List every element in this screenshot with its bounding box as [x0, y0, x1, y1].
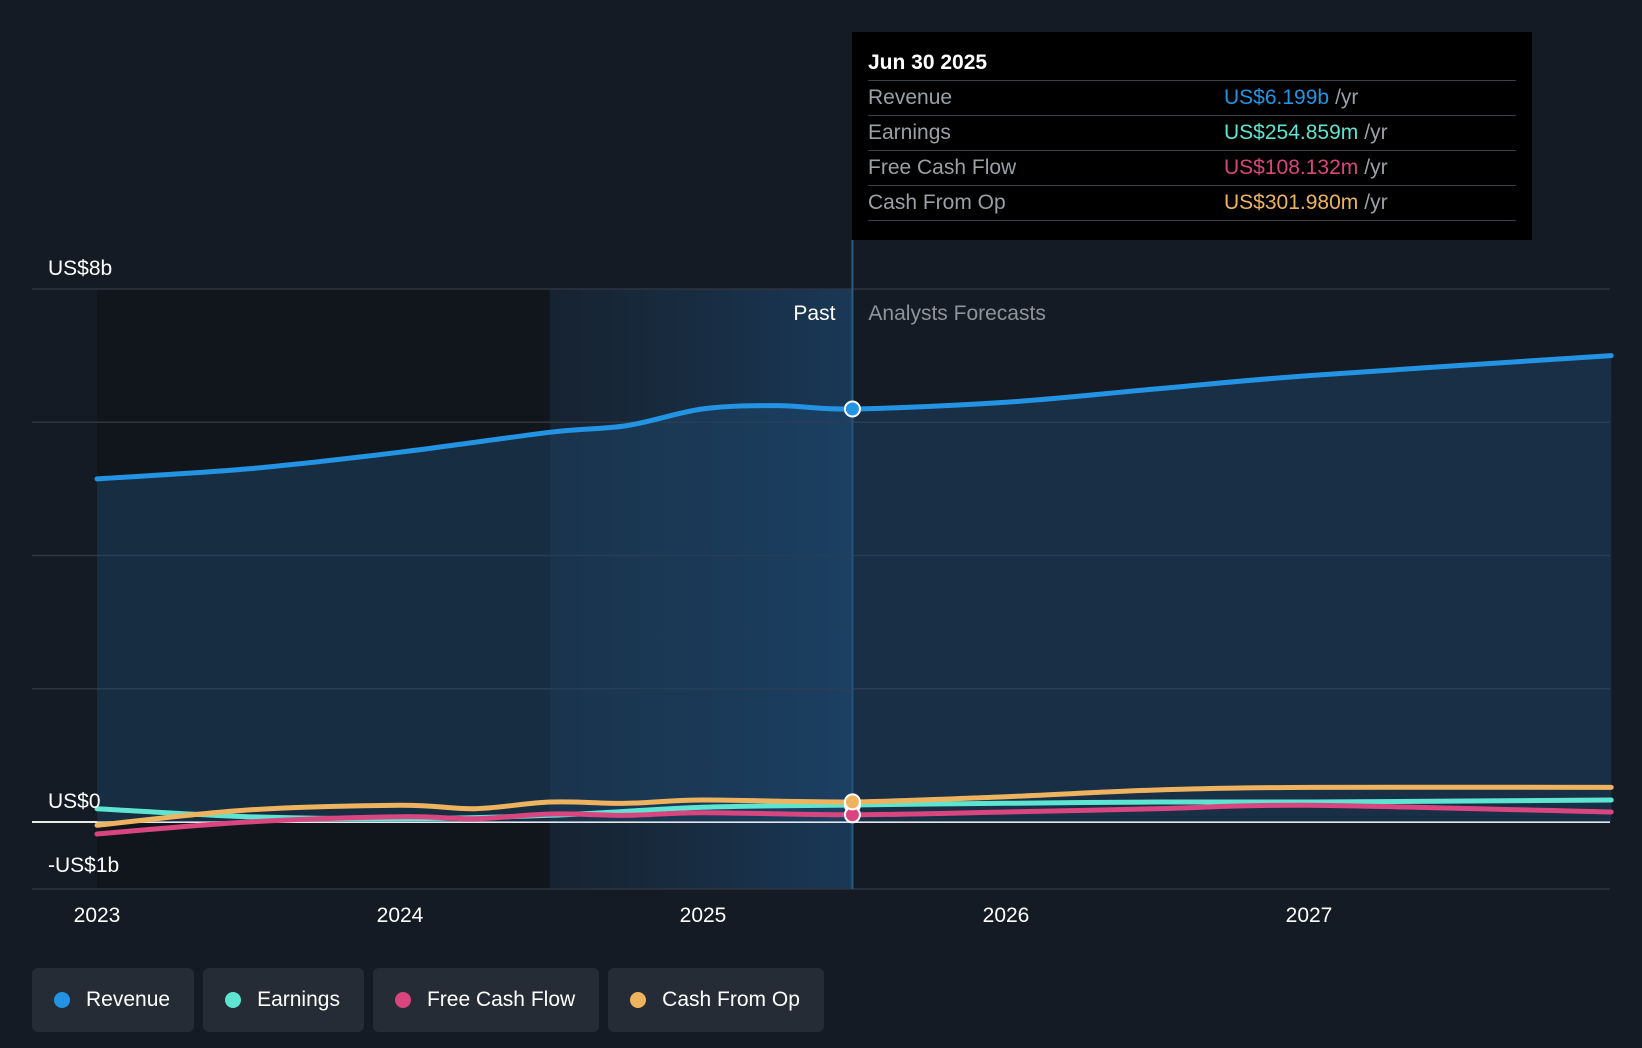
tooltip-row-earnings: Earnings US$254.859m /yr	[868, 115, 1516, 150]
y-label-8b: US$8b	[48, 257, 112, 280]
legend-dot-icon	[54, 992, 70, 1008]
tooltip-label: Cash From Op	[868, 191, 1006, 214]
revenue-marker	[843, 400, 861, 418]
legend-label: Earnings	[257, 988, 340, 1011]
legend-item-earnings[interactable]: Earnings	[203, 968, 364, 1032]
forecast-label: Analysts Forecasts	[868, 302, 1045, 325]
y-label-0: US$0	[48, 790, 101, 813]
x-label-2023: 2023	[74, 904, 121, 927]
x-label-2027: 2027	[1286, 904, 1333, 927]
tooltip-row-revenue: Revenue US$6.199b /yr	[868, 80, 1516, 115]
tooltip-row-free-cash-flow: Free Cash Flow US$108.132m /yr	[868, 150, 1516, 185]
cash-from-op-line	[94, 784, 1614, 828]
revenue-area	[97, 355, 1612, 822]
cash-from-op-marker	[843, 793, 861, 811]
revenue-line	[94, 353, 1614, 482]
legend-label: Revenue	[86, 988, 171, 1011]
legend-item-revenue[interactable]: Revenue	[32, 968, 195, 1032]
free-cash-flow-line	[94, 802, 1614, 837]
legend-item-cash-from-op[interactable]: Cash From Op	[608, 968, 824, 1032]
tooltip-value: US$6.199b	[1224, 86, 1330, 109]
tooltip-label: Free Cash Flow	[868, 156, 1017, 179]
chart: US$8b US$0 -US$1b 2023 2024 2025 2026 2027 Past A…	[32, 240, 1614, 927]
x-label-2024: 2024	[377, 904, 424, 927]
tooltip-unit: /yr	[1364, 191, 1388, 214]
tooltip-label: Revenue	[868, 86, 953, 109]
tooltip-row-cash-from-op: Cash From Op US$301.980m /yr	[868, 185, 1516, 221]
x-label-2026: 2026	[983, 904, 1030, 927]
legend-label: Cash From Op	[662, 988, 800, 1011]
tooltip-value: US$254.859m	[1224, 121, 1359, 144]
tooltip-unit: /yr	[1364, 156, 1388, 179]
legend-dot-icon	[630, 992, 647, 1008]
legend-item-free-cash-flow[interactable]: Free Cash Flow	[372, 968, 600, 1032]
past-label: Past	[793, 302, 835, 325]
tooltip-unit: /yr	[1364, 121, 1388, 144]
legend-label: Free Cash Flow	[426, 988, 576, 1011]
tooltip-value: US$108.132m	[1224, 156, 1359, 179]
tooltip-date: Jun 30 2025	[868, 51, 988, 74]
tooltip-value: US$301.980m	[1224, 191, 1359, 214]
x-label-2025: 2025	[680, 904, 727, 927]
y-label-neg-1b: -US$1b	[48, 854, 119, 877]
tooltip-unit: /yr	[1335, 86, 1359, 109]
tooltip: Jun 30 2025 Revenue US$6.199b /yr Earnin…	[852, 32, 1532, 240]
legend-dot-icon	[225, 992, 242, 1008]
past-background	[97, 289, 550, 889]
legend: Revenue Earnings Free Cash Flow Cash Fro…	[32, 968, 824, 1032]
tooltip-label: Earnings	[868, 121, 951, 144]
legend-dot-icon	[394, 992, 411, 1008]
past-highlight	[549, 289, 853, 889]
